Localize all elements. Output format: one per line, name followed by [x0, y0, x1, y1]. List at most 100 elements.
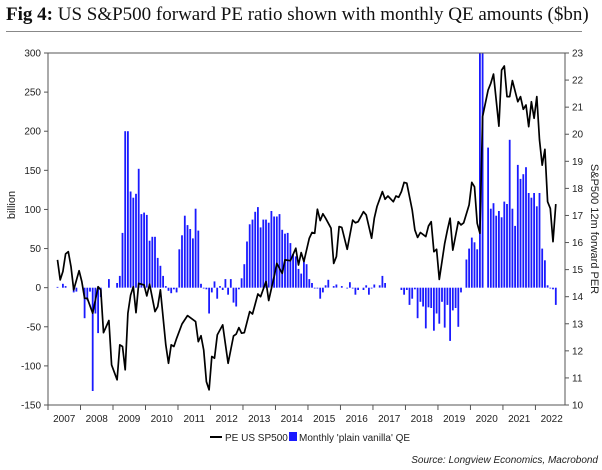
x-axis: 2007 2008 2009 2010 2011 2012 2013 2014 2015 2016… [47, 405, 564, 425]
x-tick-label: 2021 [508, 414, 531, 425]
qe-bar [479, 53, 481, 288]
qe-bar [132, 197, 135, 288]
left-tick-label: -100 [21, 361, 41, 372]
qe-bar [159, 265, 162, 288]
qe-bar [430, 287, 433, 308]
right-axis-label: S&P500 12m forward PER [588, 164, 600, 294]
qe-bar [446, 287, 449, 305]
qe-bar [270, 211, 273, 288]
qe-bar [522, 174, 525, 288]
x-tick-label: 2018 [411, 414, 434, 425]
qe-bar [403, 287, 405, 295]
qe-bar [140, 214, 143, 288]
source-note: Source: Longview Economics, Macrobond [411, 455, 598, 466]
right-tick-label: 18 [572, 184, 584, 195]
qe-bar [351, 287, 354, 289]
qe-bar [530, 197, 533, 288]
x-tick-label: 2016 [346, 414, 369, 425]
qe-bar [525, 167, 527, 288]
qe-bar [324, 285, 327, 288]
right-tick-label: 21 [572, 103, 584, 114]
qe-bar [154, 236, 156, 288]
x-tick-label: 2009 [118, 414, 141, 425]
x-tick-label: 2011 [183, 414, 205, 425]
qe-bar [75, 287, 78, 292]
qe-bar [83, 287, 86, 319]
qe-bar [208, 287, 210, 314]
plot-frame [47, 52, 566, 406]
qe-bar [332, 286, 335, 288]
qe-bar [124, 131, 127, 288]
x-tick-label: 2019 [443, 414, 466, 425]
qe-bar [514, 225, 516, 288]
qe-bar [116, 283, 118, 288]
qe-bar [181, 235, 183, 288]
qe-bar [97, 287, 99, 334]
qe-bar [238, 287, 240, 290]
qe-bar [441, 287, 443, 302]
qe-bar [145, 214, 148, 288]
qe-bar [156, 257, 159, 288]
x-tick-label: 2017 [378, 414, 401, 425]
x-tick-label: 2012 [216, 414, 239, 425]
right-tick-label: 22 [572, 76, 584, 87]
legend-label-qe: Monthly 'plain vanilla' QE [299, 433, 410, 444]
qe-bar [335, 284, 338, 288]
qe-bar [143, 212, 145, 288]
qe-bar [468, 248, 470, 288]
qe-bar [219, 286, 221, 288]
qe-bar [265, 219, 267, 288]
qe-bar [481, 53, 484, 288]
qe-bar [294, 256, 297, 288]
qe-bar [137, 168, 140, 288]
right-tick-label: 17 [572, 211, 584, 222]
qe-bar [275, 216, 278, 288]
qe-bar [416, 287, 419, 319]
qe-bar [267, 222, 270, 288]
x-tick-label: 2007 [53, 414, 76, 425]
qe-bar [216, 287, 219, 299]
qe-bar [365, 285, 368, 288]
legend-bar-swatch [289, 432, 297, 441]
left-tick-label: 250 [24, 88, 41, 99]
x-tick-label: 2022 [541, 414, 564, 425]
qe-bar [221, 287, 224, 290]
x-tick-label: 2010 [151, 414, 174, 425]
chart-title: Fig 4: US S&P500 forward PE ratio shown … [6, 4, 589, 26]
qe-bar [495, 215, 498, 288]
qe-bar [202, 287, 205, 289]
qe-bar [86, 287, 89, 301]
qe-bar [308, 279, 311, 288]
pe-line [56, 65, 557, 391]
x-tick-label: 2015 [313, 414, 336, 425]
qe-bar [229, 279, 232, 288]
qe-bar [460, 287, 462, 293]
qe-bar [465, 259, 468, 288]
x-tick-label: 2020 [476, 414, 499, 425]
qe-bar [405, 287, 408, 290]
qe-bar [248, 224, 251, 288]
qe-bar [251, 219, 254, 288]
qe-bar [476, 249, 479, 288]
right-tick-label: 12 [572, 346, 584, 357]
qe-bars [56, 53, 557, 391]
qe-bar [246, 241, 248, 288]
qe-bar [313, 287, 316, 289]
right-tick-label: 19 [572, 157, 584, 168]
left-axis-label: billion [6, 191, 18, 219]
qe-bar [546, 285, 549, 288]
qe-bar [178, 249, 181, 288]
right-tick-label: 16 [572, 238, 584, 249]
qe-bar [135, 193, 137, 288]
qe-bar [354, 287, 357, 295]
right-tick-label: 14 [572, 292, 584, 303]
qe-bar [506, 204, 508, 288]
qe-bar [422, 287, 424, 307]
figure-number: Fig 4: [6, 4, 53, 25]
qe-bar [370, 287, 373, 289]
qe-bar [164, 286, 167, 288]
qe-bar [508, 139, 511, 288]
qe-bar [254, 211, 257, 288]
qe-bar [438, 287, 441, 324]
